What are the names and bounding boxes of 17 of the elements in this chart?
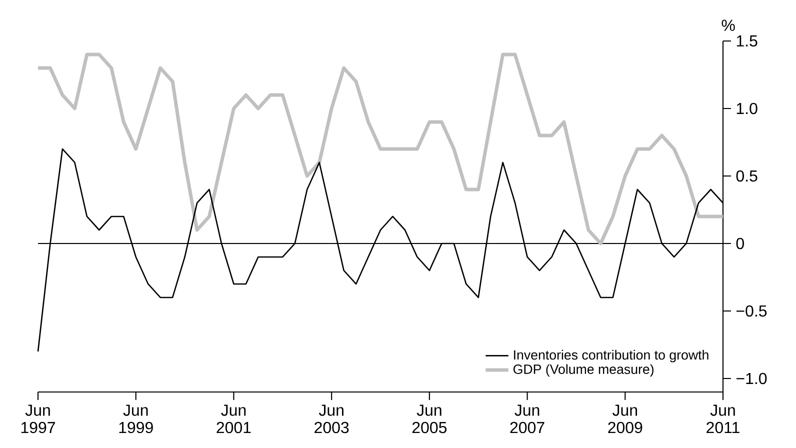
y-tick-label: 1.5 (736, 35, 758, 47)
x-tick-label: Jun 2001 (216, 404, 251, 434)
x-tick-label: Jun 2007 (510, 404, 544, 434)
x-tick-label: Jun 2011 (706, 404, 740, 434)
x-tick-label: Jun 1997 (21, 404, 55, 434)
legend-label: Inventories contribution to growth (514, 350, 708, 362)
x-tick-label: Jun 2003 (314, 404, 349, 434)
y-axis-title: % (722, 20, 735, 31)
legend-label: GDP (Volume measure) (513, 364, 654, 377)
y-tick-label: −1.0 (736, 372, 767, 384)
x-tick-label: Jun 1999 (119, 404, 153, 434)
x-tick-label: Jun 2009 (608, 404, 642, 434)
y-tick-label: 0 (736, 238, 744, 250)
y-tick-label: 0.5 (736, 170, 758, 182)
y-tick-label: −0.5 (736, 305, 767, 317)
y-tick-label: 1.0 (736, 102, 758, 114)
x-tick-label: Jun 2005 (412, 404, 447, 434)
